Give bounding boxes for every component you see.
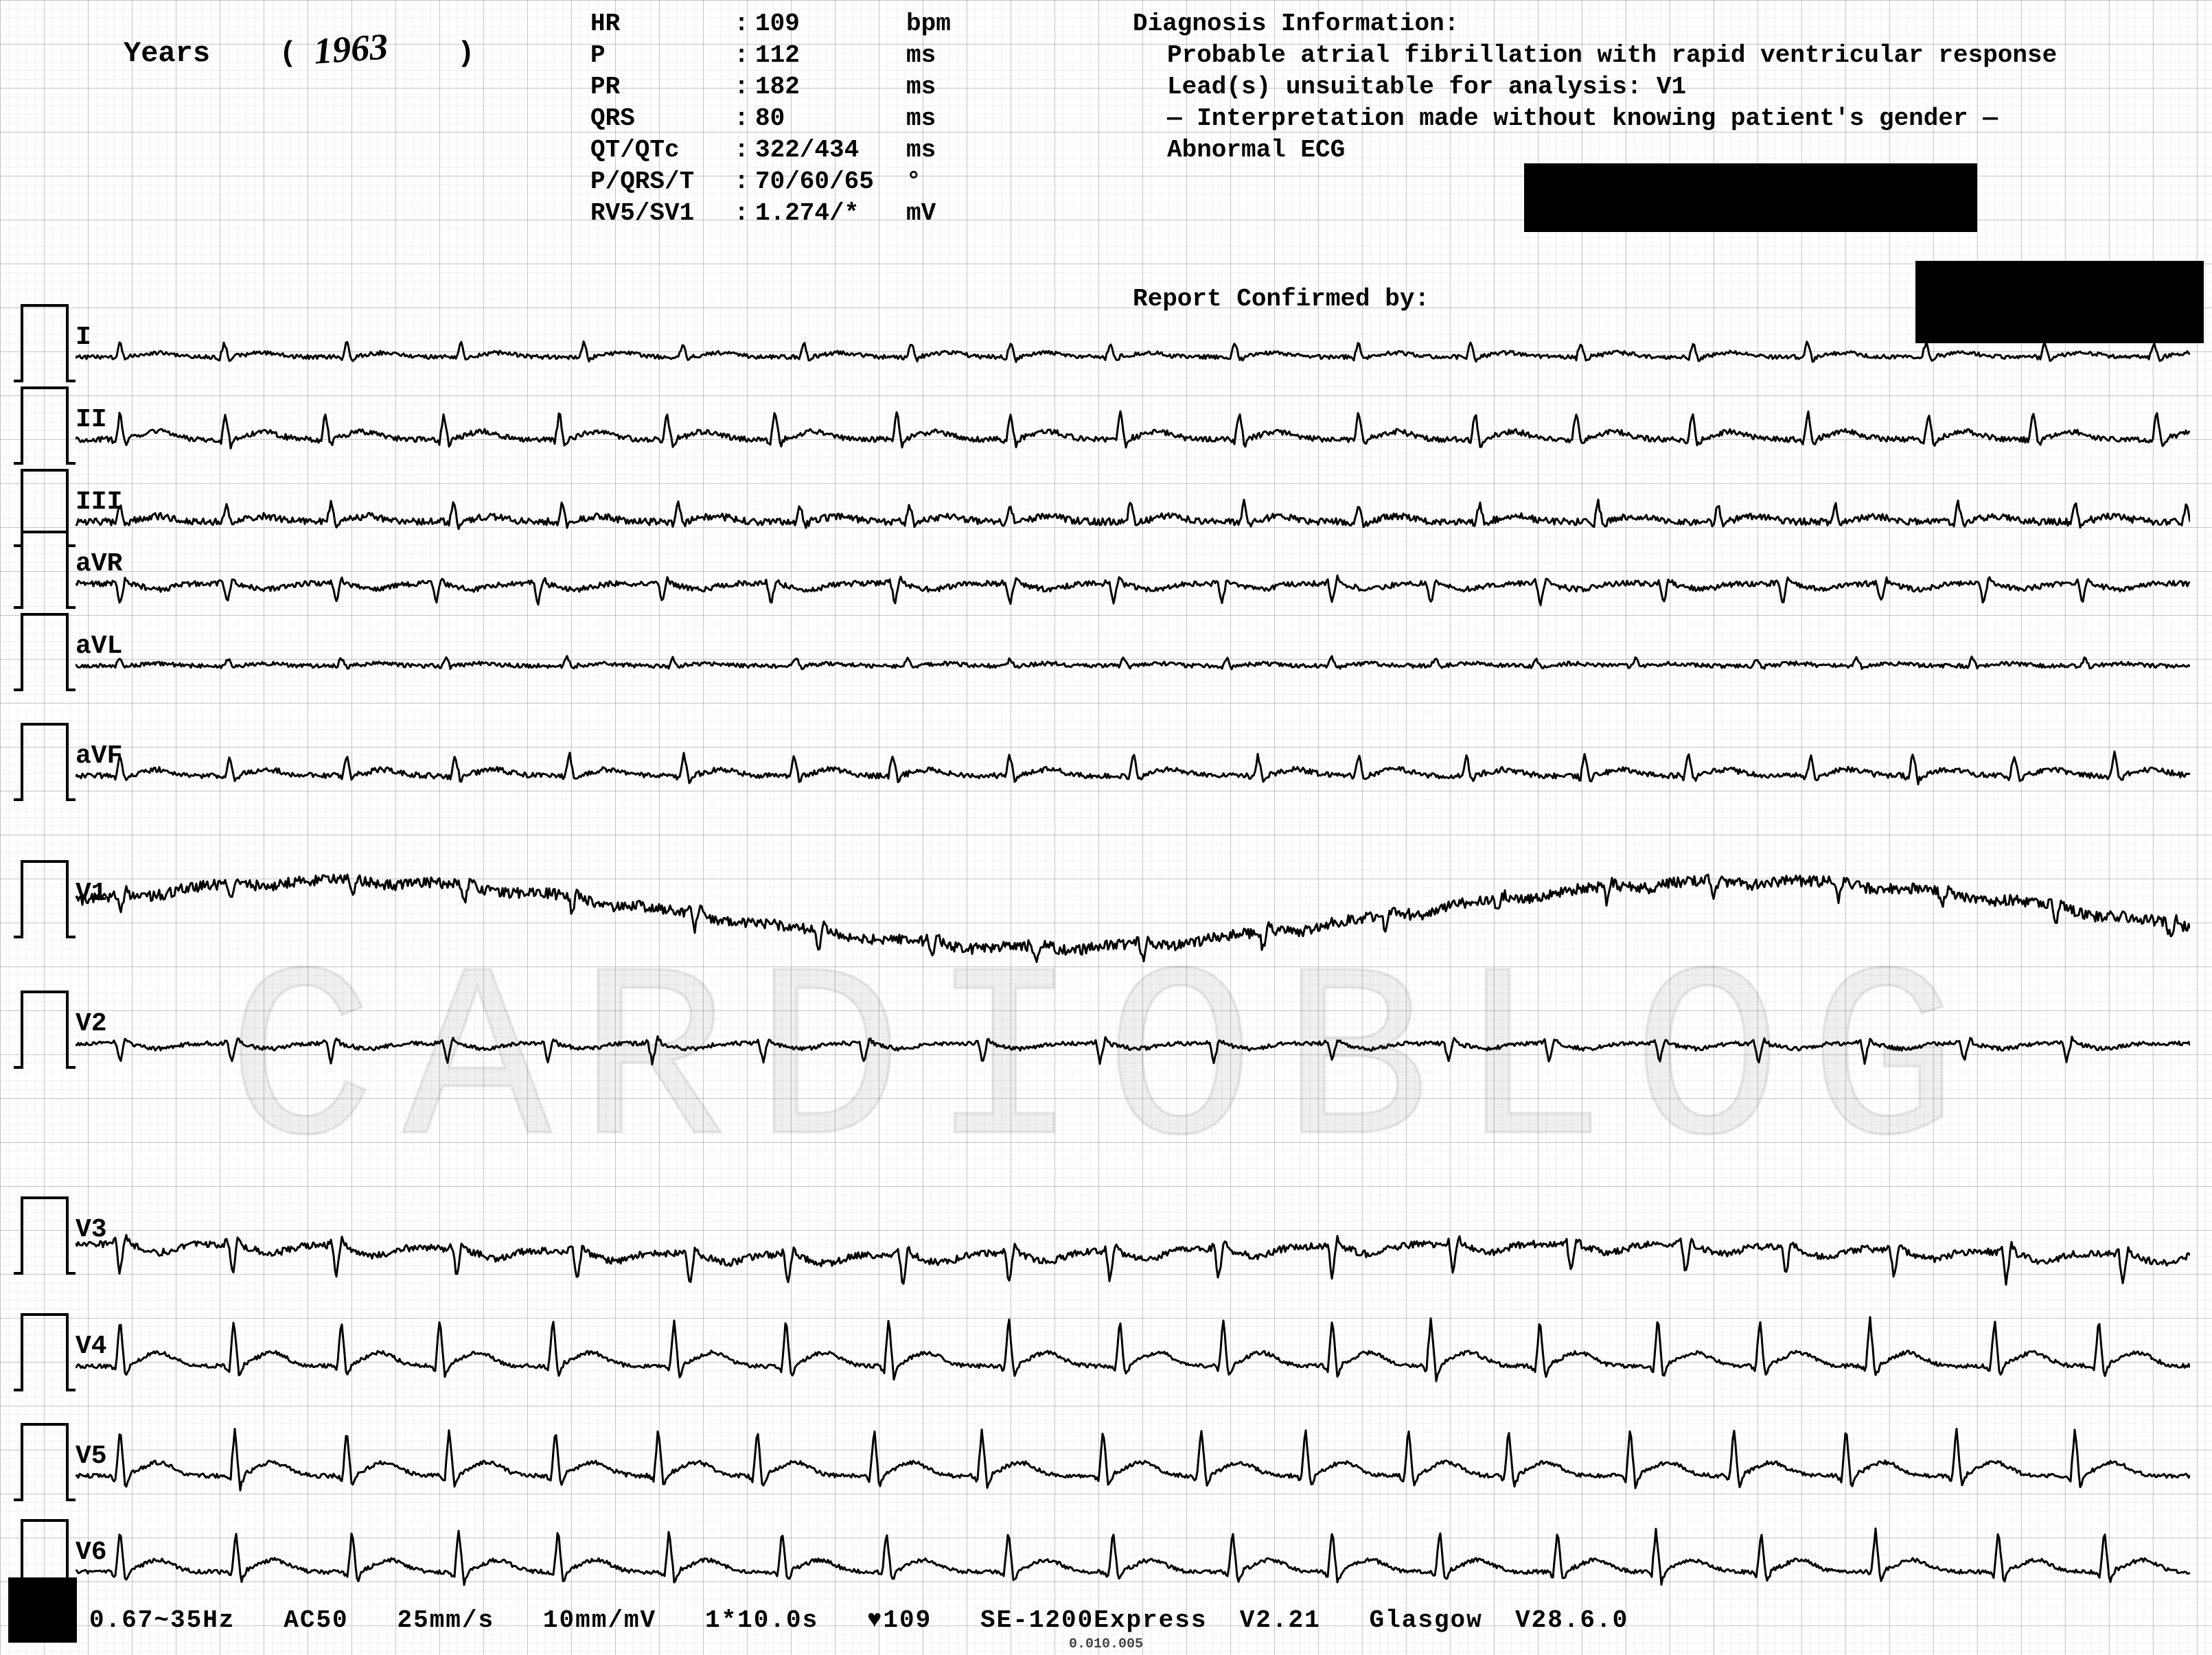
- parameter-label: P: [590, 40, 728, 71]
- diagnosis-line: — Interpretation made without knowing pa…: [1167, 103, 2057, 135]
- diagnosis-line: Abnormal ECG: [1167, 135, 2057, 166]
- calibration-pulse: [14, 529, 76, 611]
- parameter-label: RV5/SV1: [590, 198, 728, 229]
- footer-ac: AC50: [284, 1606, 348, 1634]
- parameter-value: 112: [755, 40, 906, 71]
- lead-trace-V2: [76, 968, 2190, 1119]
- footer-algo-ver: V28.6.0: [1515, 1606, 1628, 1634]
- parameter-unit: mV: [906, 198, 936, 229]
- parameter-colon: :: [728, 198, 755, 229]
- footer-algo: Glasgow: [1370, 1606, 1483, 1634]
- parameter-colon: :: [728, 166, 755, 198]
- footer-speed: 25mm/s: [397, 1606, 494, 1634]
- diagnosis-title: Diagnosis Information:: [1133, 8, 2057, 40]
- parameter-unit: ms: [906, 40, 936, 71]
- diagnosis-block: Diagnosis Information: Probable atrial f…: [1133, 8, 2057, 166]
- years-block: Years ( 1963 ): [124, 27, 474, 70]
- parameter-row: PR:182ms: [590, 71, 951, 103]
- parameter-label: QRS: [590, 103, 728, 135]
- parameter-colon: :: [728, 103, 755, 135]
- parameter-label: QT/QTc: [590, 135, 728, 166]
- parameter-value: 80: [755, 103, 906, 135]
- calibration-pulse: [14, 302, 76, 384]
- parameter-block: HR:109bpmP:112msPR:182msQRS:80msQT/QTc:3…: [590, 8, 951, 229]
- lead-trace-V1: [76, 837, 2190, 988]
- footer-hr-icon: ♥: [867, 1604, 883, 1632]
- parameter-row: HR:109bpm: [590, 8, 951, 40]
- parameter-value: 70/60/65: [755, 166, 906, 198]
- diagnosis-line: Probable atrial fibrillation with rapid …: [1167, 40, 2057, 71]
- calibration-pulse: [14, 988, 76, 1071]
- calibration-pulse: [14, 1311, 76, 1393]
- parameter-colon: :: [728, 135, 755, 166]
- parameter-colon: :: [728, 8, 755, 40]
- parameter-label: P/QRS/T: [590, 166, 728, 198]
- lead-trace-aVF: [76, 700, 2190, 851]
- calibration-pulse: [14, 1194, 76, 1277]
- parameter-value: 322/434: [755, 135, 906, 166]
- footer-device: SE-1200Express: [980, 1606, 1207, 1634]
- parameter-row: QRS:80ms: [590, 103, 951, 135]
- footer-filter: 0.67~35Hz: [89, 1606, 235, 1634]
- parameter-label: HR: [590, 8, 728, 40]
- parameter-value: 1.274/*: [755, 198, 906, 229]
- footer-gain: 10mm/mV: [543, 1606, 656, 1634]
- paren-close: ): [457, 37, 474, 70]
- parameter-colon: :: [728, 71, 755, 103]
- parameter-colon: :: [728, 40, 755, 71]
- parameter-row: QT/QTc:322/434ms: [590, 135, 951, 166]
- footer-small: 0.010.005: [1069, 1636, 1143, 1652]
- calibration-pulse: [14, 384, 76, 467]
- calibration-pulse: [14, 721, 76, 803]
- calibration-pulse: [14, 611, 76, 693]
- parameter-label: PR: [590, 71, 728, 103]
- bottom-left-redaction: [8, 1577, 77, 1643]
- calibration-pulse: [14, 1421, 76, 1503]
- years-value-handwritten: 1963: [312, 25, 389, 72]
- parameter-unit: ms: [906, 103, 936, 135]
- parameter-value: 182: [755, 71, 906, 103]
- parameter-unit: °: [906, 166, 921, 198]
- footer-hr: 109: [883, 1606, 932, 1634]
- parameter-row: RV5/SV1:1.274/*mV: [590, 198, 951, 229]
- diagnosis-line: Lead(s) unsuitable for analysis: V1: [1167, 71, 2057, 103]
- parameter-unit: bpm: [906, 8, 951, 40]
- parameter-unit: ms: [906, 71, 936, 103]
- footer-duration: 1*10.0s: [705, 1606, 818, 1634]
- years-label: Years: [124, 37, 210, 70]
- footer-sw: V2.21: [1240, 1606, 1321, 1634]
- parameter-unit: ms: [906, 135, 936, 166]
- parameter-value: 109: [755, 8, 906, 40]
- ecg-page: CARDIOBLOG Years ( 1963 ) HR:109bpmP:112…: [0, 0, 2212, 1655]
- redaction-bar: [1524, 163, 1977, 232]
- parameter-row: P/QRS/T:70/60/65°: [590, 166, 951, 198]
- calibration-pulse: [14, 858, 76, 940]
- footer-settings: 0.67~35Hz AC50 25mm/s 10mm/mV 1*10.0s ♥1…: [89, 1604, 1628, 1634]
- parameter-row: P:112ms: [590, 40, 951, 71]
- paren-open: (: [279, 37, 297, 70]
